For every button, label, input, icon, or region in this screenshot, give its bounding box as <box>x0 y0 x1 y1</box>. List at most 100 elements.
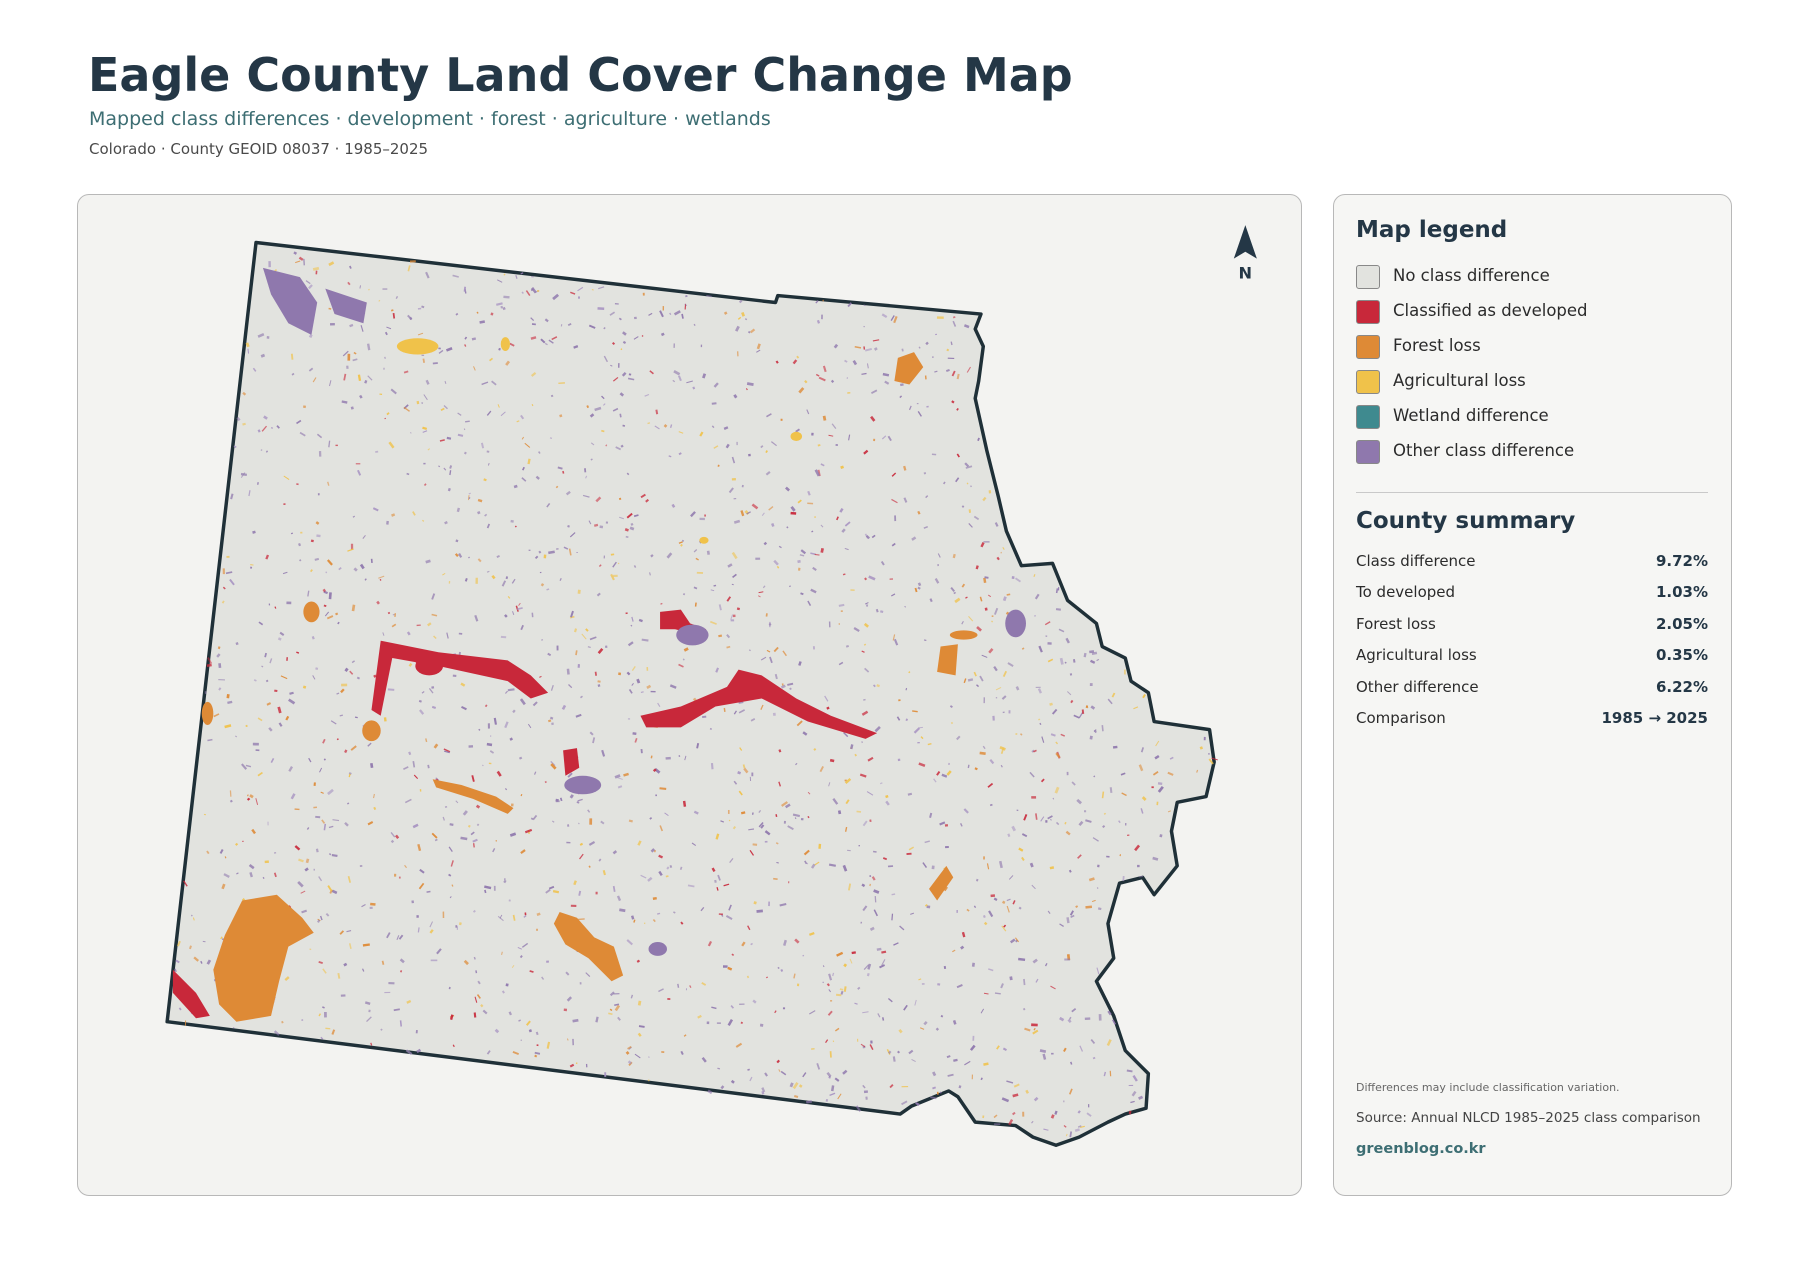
speckle <box>548 339 554 344</box>
speckle <box>288 698 296 705</box>
speckle <box>1159 834 1163 838</box>
speckle <box>454 553 459 558</box>
speckle <box>398 934 404 940</box>
speckle <box>531 286 537 294</box>
speckle <box>458 922 462 926</box>
speckle <box>741 484 744 488</box>
speckle <box>249 794 254 799</box>
speckle <box>789 687 792 691</box>
footnote: Differences may include classification v… <box>1356 1081 1620 1094</box>
speckle <box>1103 1071 1107 1077</box>
speckle <box>338 566 342 571</box>
speckle <box>796 720 803 727</box>
speckle <box>840 610 843 612</box>
speckle <box>1093 775 1096 778</box>
speckle <box>739 1003 745 1005</box>
speckle <box>750 942 753 946</box>
speckle <box>406 999 412 1004</box>
speckle <box>386 326 392 330</box>
speckle <box>873 909 879 917</box>
speckle <box>429 929 434 934</box>
speckle <box>638 618 643 623</box>
speckle <box>731 551 738 560</box>
speckle <box>1169 756 1174 760</box>
patch <box>564 775 602 795</box>
speckle <box>849 958 853 964</box>
summary-value: 1985 → 2025 <box>1601 709 1708 727</box>
speckle <box>381 960 385 965</box>
speckle <box>257 771 263 777</box>
speckle <box>1121 792 1127 797</box>
speckle <box>524 912 527 916</box>
speckle <box>1141 796 1147 801</box>
speckle <box>873 438 876 442</box>
speckle <box>765 976 769 979</box>
speckle <box>682 800 687 807</box>
speckle <box>268 727 273 732</box>
patch <box>894 352 924 385</box>
speckle <box>605 444 608 447</box>
speckle <box>618 363 620 368</box>
speckle <box>1001 925 1007 932</box>
speckle <box>1039 722 1042 726</box>
speckle <box>367 821 374 826</box>
speckle <box>844 521 851 527</box>
speckle <box>347 353 351 361</box>
speckle <box>1031 749 1035 753</box>
speckle <box>313 806 318 809</box>
speckle <box>627 1060 632 1065</box>
speckle <box>1045 635 1048 637</box>
speckle <box>862 820 868 827</box>
speckle <box>747 925 751 931</box>
speckle <box>509 832 517 837</box>
speckle <box>615 446 622 451</box>
speckle <box>847 849 851 852</box>
speckle <box>842 1069 848 1075</box>
speckle <box>867 756 874 762</box>
speckle <box>183 880 188 887</box>
speckle <box>756 343 761 350</box>
speckle <box>667 998 671 1000</box>
speckle <box>971 1074 973 1080</box>
speckle <box>794 938 800 944</box>
speckle <box>876 947 882 951</box>
speckle <box>622 331 627 336</box>
speckle <box>390 839 395 844</box>
speckle <box>1138 1095 1144 1100</box>
speckle <box>696 571 704 574</box>
speckle <box>747 330 751 334</box>
speckle <box>225 571 233 575</box>
speckle <box>828 434 834 437</box>
speckle <box>366 1016 372 1023</box>
speckle <box>843 963 848 968</box>
speckle <box>324 611 330 617</box>
speckle <box>518 1019 521 1022</box>
speckle <box>869 883 872 887</box>
speckle <box>550 684 554 691</box>
speckle <box>956 910 958 913</box>
speckle <box>1058 628 1065 633</box>
speckle <box>525 290 531 297</box>
speckle <box>346 365 349 369</box>
speckle <box>955 477 960 483</box>
speckle <box>727 563 733 568</box>
speckle <box>458 553 463 558</box>
speckle <box>222 586 226 590</box>
speckle <box>811 432 814 436</box>
speckle <box>348 773 351 778</box>
speckle <box>341 400 348 404</box>
speckle <box>988 910 994 918</box>
speckle <box>477 980 481 985</box>
speckle <box>296 483 299 486</box>
speckle <box>937 564 939 567</box>
speckle <box>534 1054 538 1058</box>
speckle <box>633 565 637 568</box>
speckle <box>950 341 953 346</box>
speckle <box>189 945 192 950</box>
speckle <box>549 716 554 720</box>
speckle <box>833 343 839 349</box>
speckle <box>520 272 524 275</box>
speckle <box>727 966 733 971</box>
summary-label: Comparison <box>1356 709 1446 727</box>
title: Eagle County Land Cover Change Map <box>88 48 1073 102</box>
